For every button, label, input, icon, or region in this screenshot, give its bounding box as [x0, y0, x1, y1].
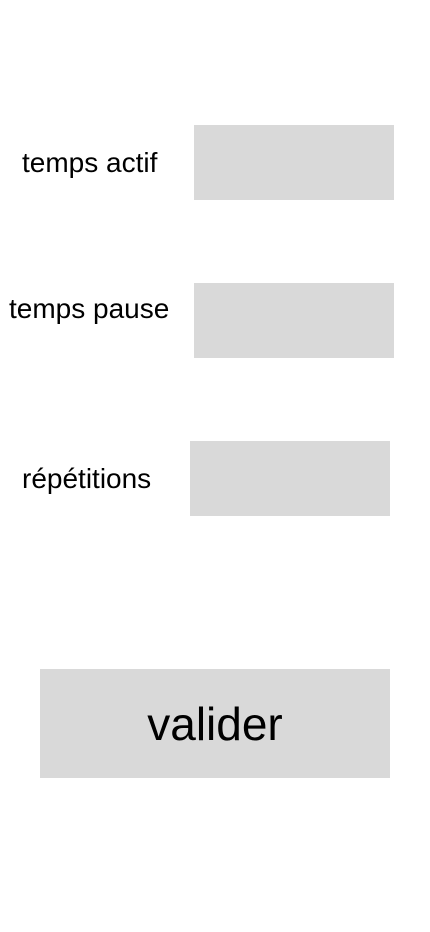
- validate-button[interactable]: valider: [40, 669, 390, 778]
- pause-time-label: temps pause: [9, 293, 170, 324]
- repetitions-input[interactable]: [190, 441, 390, 516]
- pause-time-input[interactable]: [194, 283, 394, 358]
- active-time-label: temps actif: [22, 147, 158, 178]
- active-time-input[interactable]: [194, 125, 394, 200]
- repetitions-label: répétitions: [22, 463, 152, 494]
